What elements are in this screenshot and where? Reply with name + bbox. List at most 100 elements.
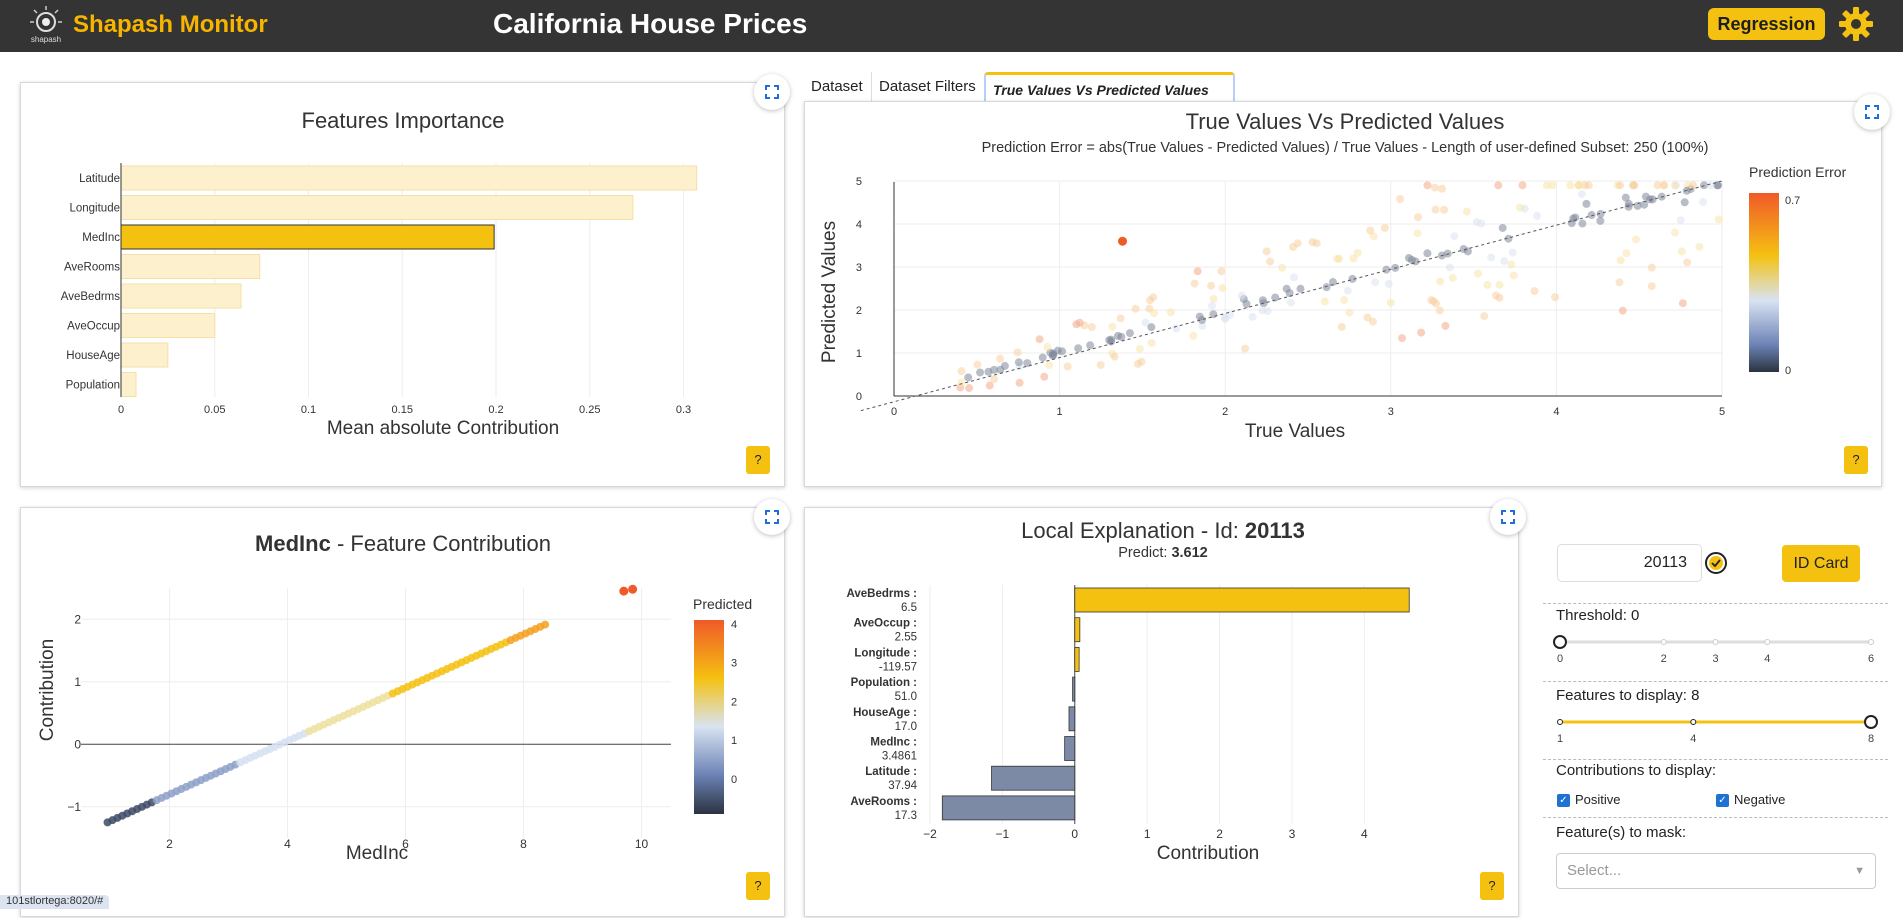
prediction-point[interactable] [1582,199,1591,208]
prediction-point[interactable] [990,375,999,384]
prediction-point[interactable] [1349,254,1358,263]
prediction-point[interactable] [1404,253,1413,262]
feature-contribution-expand-button[interactable] [754,499,790,535]
threshold-handle[interactable] [1553,635,1567,649]
prediction-point[interactable] [1258,296,1267,305]
prediction-point[interactable] [1660,181,1669,190]
prediction-point[interactable] [1386,298,1395,307]
prediction-point[interactable] [1670,181,1679,190]
prediction-point[interactable] [1653,181,1662,190]
prediction-point[interactable] [1384,279,1393,288]
prediction-point[interactable] [1296,284,1305,293]
prediction-point[interactable] [1013,348,1022,357]
prediction-point[interactable] [1480,312,1489,321]
prediction-point[interactable] [1266,257,1275,266]
prediction-point[interactable] [1048,351,1057,360]
prediction-point[interactable] [1577,190,1586,199]
prediction-point[interactable] [1166,308,1175,317]
prediction-point[interactable] [1411,257,1420,266]
prediction-point[interactable] [1271,293,1280,302]
prediction-point[interactable] [1040,372,1049,381]
prediction-point[interactable] [1423,249,1432,258]
prediction-point[interactable] [1706,181,1715,190]
prediction-point[interactable] [1689,181,1698,190]
importance-bar-averooms[interactable] [120,254,261,279]
prediction-point[interactable] [1172,324,1181,333]
tab-dataset-filters[interactable]: Dataset Filters [872,72,990,102]
prediction-point[interactable] [1509,271,1518,280]
prediction-point[interactable] [1596,209,1605,218]
prediction-point[interactable] [1437,184,1446,193]
importance-bar-latitude[interactable] [120,165,698,191]
prediction-point[interactable] [1014,358,1023,367]
prediction-point[interactable] [990,365,999,374]
prediction-point[interactable] [1677,247,1686,256]
prediction-point[interactable] [1508,248,1517,257]
prediction-point[interactable] [1616,256,1625,265]
importance-bar-houseage[interactable] [120,342,169,368]
prediction-point[interactable] [1242,299,1251,308]
prediction-point[interactable] [1217,267,1226,276]
prediction-point[interactable] [1189,331,1198,340]
local-contribution-bar[interactable] [941,795,1076,821]
local-contribution-bar[interactable] [1068,706,1076,732]
prediction-point[interactable] [1086,341,1095,350]
prediction-point[interactable] [1676,216,1685,225]
importance-bar-aveoccup[interactable] [120,313,216,338]
features-importance-help-button[interactable]: ? [746,446,770,474]
prediction-point[interactable] [1441,321,1450,330]
prediction-point[interactable] [1440,205,1449,214]
prediction-point[interactable] [1343,286,1352,295]
prediction-point[interactable] [1363,313,1372,322]
prediction-point[interactable] [1278,263,1287,272]
prediction-point[interactable] [1147,323,1156,332]
prediction-point[interactable] [1483,280,1492,289]
prediction-point[interactable] [1108,322,1117,331]
prediction-point[interactable] [1289,273,1298,282]
prediction-point[interactable] [1450,232,1459,241]
local-contribution-bar[interactable] [1074,646,1080,672]
feature-contribution-help-button[interactable]: ? [746,872,770,900]
importance-bar-longitude[interactable] [120,195,634,220]
id-input[interactable]: 20113 [1557,544,1702,582]
features-slider[interactable]: 1 4 8 [1550,710,1890,750]
prediction-point[interactable] [1574,181,1583,190]
prediction-point[interactable] [1423,181,1432,190]
local-contribution-bar[interactable] [991,765,1076,791]
prediction-point[interactable] [1647,282,1656,291]
prediction-point[interactable] [1413,229,1422,238]
prediction-point[interactable] [1621,193,1630,202]
shapash-logo-icon[interactable]: shapash [26,4,66,44]
prediction-point[interactable] [1248,312,1257,321]
tab-true-vs-predicted[interactable]: True Values Vs Predicted Values [984,72,1235,102]
local-explanation-expand-button[interactable] [1490,499,1526,535]
prediction-point[interactable] [1633,201,1642,210]
prediction-point[interactable] [1220,314,1229,323]
prediction-point[interactable] [1333,254,1342,263]
prediction-point[interactable] [1043,343,1052,352]
true-vs-predicted-expand-button[interactable] [1854,94,1890,130]
contribution-point[interactable] [541,620,550,629]
prediction-point[interactable] [1631,235,1640,244]
prediction-point[interactable] [1263,307,1272,316]
prediction-point[interactable] [1371,278,1380,287]
prediction-point[interactable] [965,384,974,393]
threshold-slider[interactable]: 0 2 3 4 6 [1550,630,1890,670]
prediction-point[interactable] [1190,279,1199,288]
prediction-point[interactable] [1237,291,1246,300]
prediction-point[interactable] [1125,329,1134,338]
refresh-icon[interactable] [1702,549,1730,577]
prediction-point[interactable] [1141,318,1150,327]
prediction-point[interactable] [1417,328,1426,337]
prediction-point[interactable] [1495,293,1504,302]
prediction-point[interactable] [976,368,985,377]
prediction-point[interactable] [1117,332,1126,341]
prediction-point[interactable] [1630,181,1639,190]
prediction-point[interactable] [1587,211,1596,220]
prediction-point[interactable] [1063,362,1072,371]
prediction-point[interactable] [1504,234,1513,243]
prediction-point[interactable] [1566,181,1575,190]
prediction-point[interactable] [1430,183,1439,192]
prediction-point[interactable] [1075,318,1084,327]
prediction-point[interactable] [1647,263,1656,272]
